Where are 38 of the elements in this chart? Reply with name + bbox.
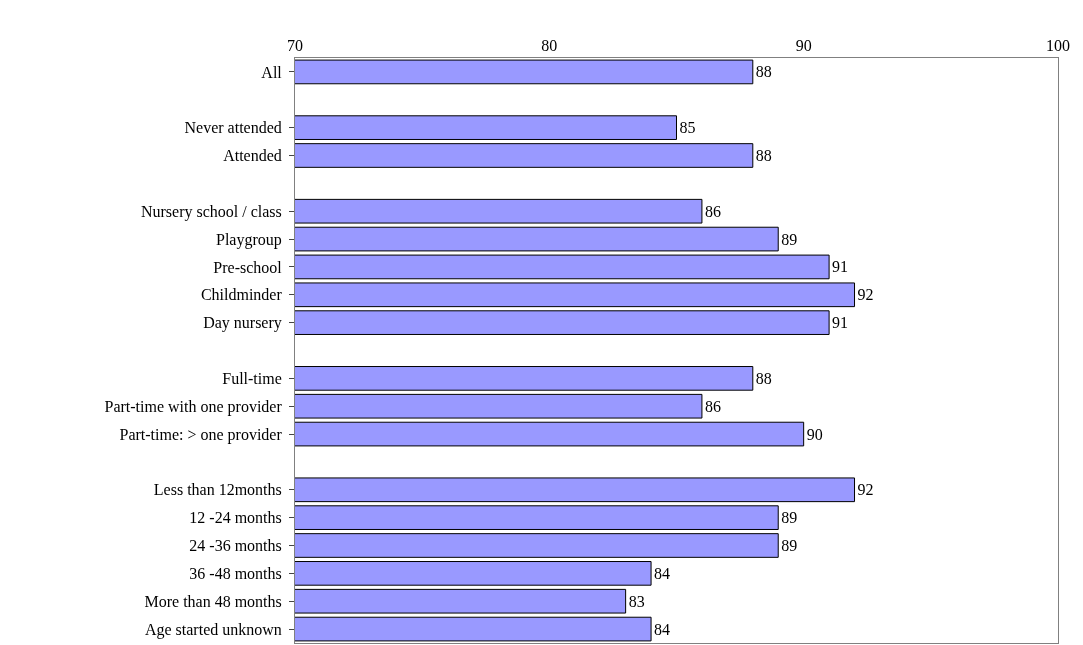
data-label: 84: [654, 564, 671, 582]
y-tick-label: Age started unknown: [144, 620, 286, 639]
data-label: 89: [781, 537, 798, 554]
y-tick-label: Nursery school / class: [140, 202, 286, 221]
data-label: 92: [857, 286, 874, 304]
y-tick-label: Pre-school: [213, 258, 286, 276]
x-tick-label: 70: [287, 36, 303, 54]
y-tick-label: Less than 12months: [153, 481, 286, 499]
data-label: 90: [806, 425, 823, 443]
data-label: 86: [704, 397, 721, 415]
data-label: 91: [832, 314, 849, 332]
y-tick-label: 24 -36 months: [189, 537, 286, 555]
data-label: 84: [654, 620, 671, 638]
y-tick-label: Childminder: [200, 286, 286, 304]
y-tick-label: 12 -24 months: [189, 509, 286, 527]
y-tick-label: Full-time: [222, 369, 286, 387]
x-tick-label: 90: [795, 36, 812, 54]
data-label: 91: [832, 258, 849, 276]
data-label: 89: [781, 509, 798, 527]
y-tick-label: Never attended: [184, 119, 286, 137]
y-tick-label: More than 48 months: [144, 592, 286, 610]
data-label: 85: [679, 119, 696, 137]
x-tick-label: 80: [541, 36, 558, 54]
data-label: 88: [755, 147, 772, 164]
data-label: 92: [857, 481, 874, 499]
y-tick-label: All: [261, 63, 286, 81]
x-tick-label: 100: [1046, 36, 1070, 54]
y-tick-label: Attended: [223, 147, 286, 165]
y-tick-label: Part-time with one provider: [104, 397, 286, 416]
data-label: 86: [704, 202, 721, 220]
data-label: 83: [628, 592, 645, 610]
y-tick-label: Day nursery: [203, 314, 286, 333]
data-label: 89: [781, 230, 798, 248]
y-tick-label: Part-time: > one provider: [119, 425, 286, 444]
y-tick-label: Playgroup: [216, 230, 286, 249]
y-tick-label: 36 -48 months: [189, 564, 286, 582]
data-label: 88: [755, 63, 772, 81]
data-label: 88: [755, 369, 772, 387]
